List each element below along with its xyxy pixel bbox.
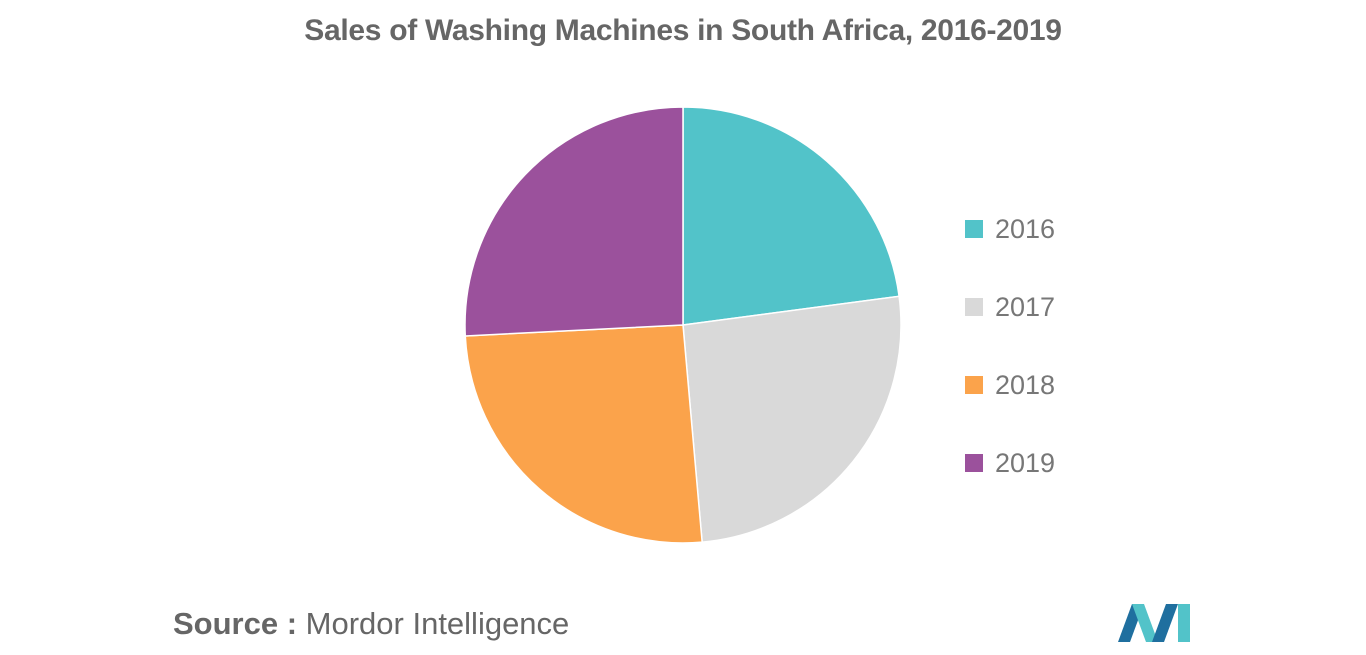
legend-swatch [965,376,983,394]
pie-slice-2018 [464,324,703,544]
source-label: Source : [173,606,298,641]
legend-swatch [965,454,983,472]
legend-item-2016: 2016 [965,190,1055,268]
legend-item-2019: 2019 [965,424,1055,502]
pie-slices [464,106,902,544]
legend-item-2018: 2018 [965,346,1055,424]
chart-legend: 2016 2017 2018 2019 [965,190,1055,502]
legend-swatch [965,298,983,316]
source-value: Mordor Intelligence [305,606,570,641]
legend-label: 2019 [995,447,1056,478]
chart-title: Sales of Washing Machines in South Afric… [304,14,1062,47]
legend-label: 2017 [995,291,1056,322]
pie-slice-2017 [682,295,902,543]
legend-label: 2016 [995,213,1056,244]
source-note: Source : Mordor Intelligence [173,606,569,642]
legend-item-2017: 2017 [965,268,1055,346]
legend-label: 2018 [995,369,1056,400]
pie-slice-2016 [682,106,900,326]
legend-swatch [965,220,983,238]
pie-slice-2019 [464,106,684,337]
mordor-intelligence-logo-icon [1118,604,1190,642]
